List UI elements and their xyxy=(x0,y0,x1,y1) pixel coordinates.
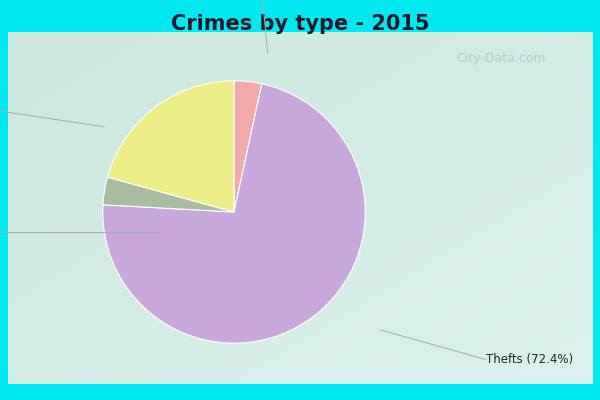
Text: Thefts (72.4%): Thefts (72.4%) xyxy=(486,353,573,366)
Wedge shape xyxy=(234,81,262,212)
Wedge shape xyxy=(103,84,365,343)
Wedge shape xyxy=(107,81,234,212)
Text: City-Data.com: City-Data.com xyxy=(456,52,545,65)
Wedge shape xyxy=(103,177,234,212)
Text: Crimes by type - 2015: Crimes by type - 2015 xyxy=(171,14,429,34)
